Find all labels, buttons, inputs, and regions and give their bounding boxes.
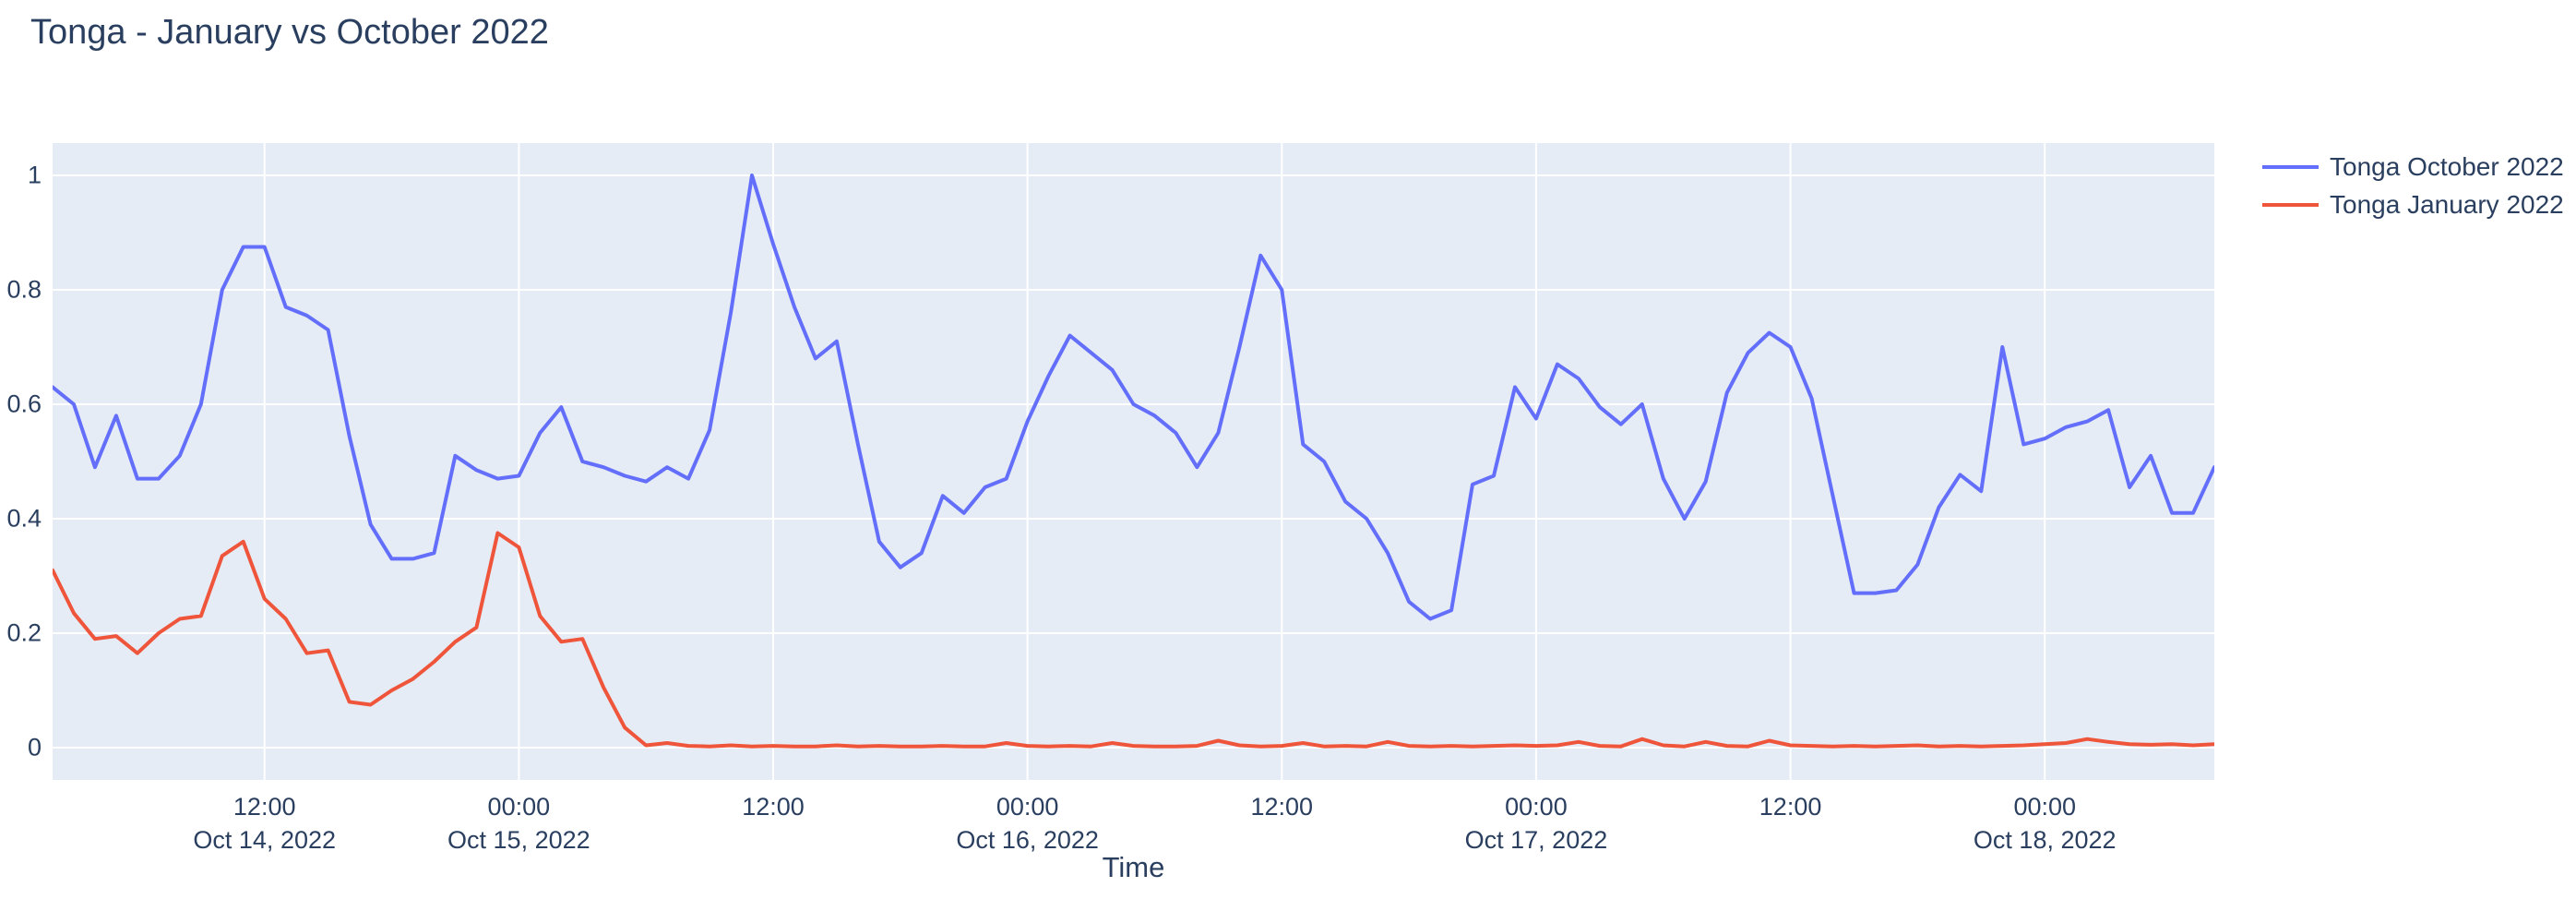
y-tick-label: 1: [27, 161, 42, 189]
x-tick-time: 12:00: [233, 793, 296, 821]
y-tick-label: 0: [27, 733, 42, 761]
y-tick-label: 0.4: [6, 504, 42, 533]
legend-line-swatch: [2262, 202, 2319, 207]
x-tick-label: 12:00: [1759, 790, 1822, 823]
legend: Tonga October 2022 Tonga January 2022: [2262, 148, 2564, 223]
x-axis-title: Time: [1102, 851, 1165, 883]
x-tick-date: Oct 14, 2022: [193, 826, 337, 854]
legend-label: Tonga January 2022: [2330, 189, 2564, 219]
x-tick-time: 00:00: [2013, 793, 2077, 821]
x-tick-label: 00:00 Oct 18, 2022: [1974, 790, 2117, 857]
x-tick-label: 12:00: [742, 790, 805, 823]
legend-label: Tonga October 2022: [2330, 151, 2564, 181]
x-tick-time: 00:00: [996, 793, 1059, 821]
x-tick-date: Oct 15, 2022: [447, 826, 590, 854]
legend-item-tonga-october-2022[interactable]: Tonga October 2022: [2262, 148, 2564, 186]
x-tick-time: 12:00: [1250, 793, 1314, 821]
series-line-tonga-october-2022[interactable]: [53, 174, 2214, 621]
x-tick-label: 12:00 Oct 14, 2022: [193, 790, 336, 857]
series-line-tonga-january-2022[interactable]: [53, 531, 2214, 749]
y-tick-label: 0.6: [6, 390, 42, 418]
x-tick-label: 00:00 Oct 16, 2022: [956, 790, 1099, 857]
chart-title: Tonga - January vs October 2022: [30, 13, 549, 52]
plot-canvas[interactable]: [53, 143, 2214, 780]
x-tick-label: 00:00 Oct 15, 2022: [447, 790, 590, 857]
x-tick-time: 00:00: [487, 793, 551, 821]
y-tick-label: 0.2: [6, 618, 42, 647]
x-tick-date: Oct 16, 2022: [956, 826, 1099, 854]
x-tick-label: 12:00: [1250, 790, 1313, 823]
x-tick-date: Oct 17, 2022: [1464, 826, 1608, 854]
x-tick-label: 00:00 Oct 17, 2022: [1465, 790, 1608, 857]
x-tick-time: 00:00: [1505, 793, 1568, 821]
x-tick-time: 12:00: [1759, 793, 1822, 821]
x-tick-date: Oct 18, 2022: [1973, 826, 2117, 854]
y-tick-label: 0.8: [6, 275, 42, 304]
legend-line-swatch: [2262, 164, 2319, 169]
legend-item-tonga-january-2022[interactable]: Tonga January 2022: [2262, 186, 2564, 223]
plot-area[interactable]: [53, 143, 2214, 780]
x-tick-time: 12:00: [742, 793, 805, 821]
